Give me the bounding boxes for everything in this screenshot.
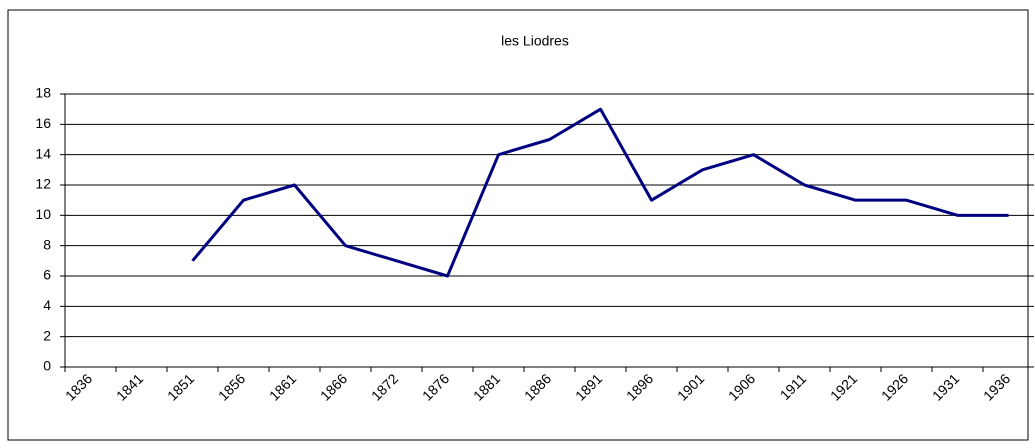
y-tick-label: 6 bbox=[43, 267, 51, 283]
chart-frame bbox=[7, 9, 1029, 441]
y-tick-label: 4 bbox=[43, 297, 51, 313]
y-tick-label: 2 bbox=[43, 327, 51, 343]
chart-title: les Liodres bbox=[501, 33, 569, 49]
line-series bbox=[191, 107, 1009, 278]
y-tick-label: 10 bbox=[35, 206, 51, 222]
y-tick-label: 14 bbox=[35, 145, 51, 161]
y-tick-label: 18 bbox=[35, 85, 51, 101]
y-tick-label: 8 bbox=[43, 236, 51, 252]
y-tick-label: 0 bbox=[43, 358, 51, 374]
y-tick-label: 16 bbox=[35, 115, 51, 131]
y-tick-label: 12 bbox=[35, 176, 51, 192]
